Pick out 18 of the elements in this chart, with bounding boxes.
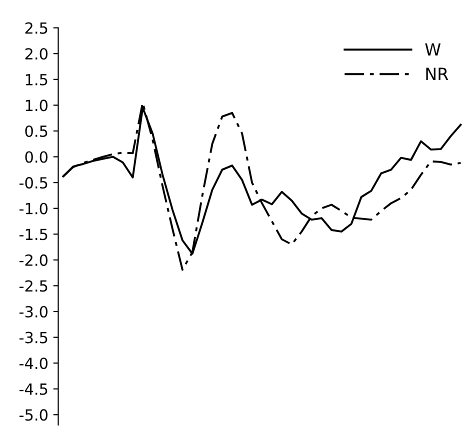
y-tick-label: 0.0 <box>25 151 48 163</box>
y-tick-label: 2.0 <box>25 48 48 60</box>
y-tick-label: -0.5 <box>19 177 48 189</box>
y-tick-label: 1.0 <box>26 100 48 112</box>
y-tick-label: -3.5 <box>19 332 48 344</box>
y-tick-label: -2.5 <box>19 280 48 292</box>
y-tick-label: -5.0 <box>19 409 48 421</box>
y-tick-label: -4.0 <box>19 358 48 370</box>
y-tick-label: -1.5 <box>19 228 48 240</box>
y-tick-label: 1.5 <box>26 74 48 86</box>
y-tick-label: -2.0 <box>19 254 48 266</box>
legend-label: NR <box>426 68 448 80</box>
y-tick-label: -3.0 <box>19 306 48 318</box>
y-tick-label: 2.5 <box>25 22 48 34</box>
y-tick-label: -1.0 <box>19 202 48 214</box>
y-tick-label: -4.5 <box>19 384 48 395</box>
legend-label: W <box>425 43 441 56</box>
y-tick-label: 0.5 <box>25 125 48 138</box>
